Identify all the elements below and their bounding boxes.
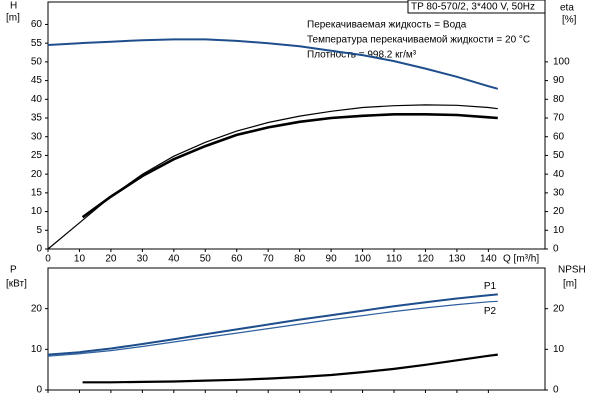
y2-tick-label: 20 — [553, 303, 565, 314]
y-tick-label: 30 — [31, 131, 43, 142]
y2-tick-label: 0 — [553, 385, 559, 396]
x-tick-label: 30 — [137, 254, 149, 265]
y2-tick-label: 80 — [553, 94, 565, 105]
y-tick-label: 25 — [31, 150, 43, 161]
y-tick-label: 45 — [31, 75, 43, 86]
x-tick-label: 70 — [263, 254, 275, 265]
y-tick-label: 0 — [36, 244, 42, 255]
y-axis-label: H — [10, 1, 17, 12]
y2-tick-label: 10 — [553, 225, 565, 236]
y2-tick-label: 90 — [553, 75, 565, 86]
x-tick-label: 0 — [45, 254, 51, 265]
x-tick-label: 100 — [354, 254, 371, 265]
y2-tick-label: 50 — [553, 150, 565, 161]
x-tick-label: 110 — [386, 254, 402, 265]
y-tick-label: 20 — [31, 169, 43, 180]
y2-axis-unit: [%] — [562, 15, 577, 26]
x-tick-label: 20 — [105, 254, 117, 265]
curve-label: P2 — [484, 306, 497, 317]
y-tick-label: 35 — [31, 113, 43, 124]
x-tick-label: 40 — [168, 254, 180, 265]
curve-label: P1 — [484, 281, 497, 292]
x-tick-label: 60 — [231, 254, 243, 265]
y2-tick-label: 0 — [553, 244, 559, 255]
info-box — [407, 0, 546, 14]
x-tick-label: 80 — [294, 254, 306, 265]
y2-axis-label: eta — [560, 3, 574, 14]
y2-tick-label: 40 — [553, 169, 565, 180]
curve — [47, 300, 498, 357]
y-tick-label: 50 — [31, 57, 43, 68]
y-axis-unit: [m] — [6, 13, 20, 24]
x-tick-label: 120 — [417, 254, 434, 265]
y-tick-label: 15 — [31, 188, 43, 199]
y2-axis-unit: [m] — [563, 279, 577, 290]
y2-tick-label: 10 — [553, 344, 565, 355]
y2-tick-label: 100 — [553, 57, 570, 68]
y-tick-label: 55 — [31, 38, 43, 49]
y-tick-label: 60 — [31, 19, 43, 30]
x-tick-label: 90 — [326, 254, 338, 265]
y-tick-label: 10 — [31, 206, 43, 217]
y-tick-label: 40 — [31, 94, 43, 105]
y-tick-label: 10 — [31, 344, 43, 355]
y-tick-label: 5 — [36, 225, 42, 236]
plot-frame — [47, 267, 546, 391]
x-axis-label: Q [m³/h] — [503, 254, 539, 265]
y2-tick-label: 30 — [553, 188, 565, 199]
y2-tick-label: 20 — [553, 206, 565, 217]
annotation: Температура перекачиваемой жидкости = 20… — [307, 35, 530, 46]
curve — [47, 38, 499, 90]
y2-axis-label: NPSH — [558, 265, 586, 276]
y-tick-label: 0 — [36, 385, 42, 396]
plot-frame — [47, 1, 546, 250]
x-tick-label: 140 — [480, 254, 497, 265]
curve — [82, 353, 498, 384]
y-tick-label: 20 — [31, 303, 43, 314]
y2-tick-label: 60 — [553, 131, 565, 142]
annotation: Перекачиваемая жидкость = Вода — [307, 20, 467, 31]
info-title: TP 80-570/2, 3*400 V, 50Hz — [411, 2, 535, 13]
y-axis-unit: [кВт] — [6, 279, 27, 290]
x-tick-label: 10 — [74, 254, 86, 265]
x-tick-label: 50 — [200, 254, 212, 265]
curve — [47, 293, 498, 356]
curve — [81, 113, 498, 219]
y-axis-label: P — [10, 265, 17, 276]
x-tick-label: 130 — [449, 254, 466, 265]
y2-tick-label: 70 — [553, 113, 565, 124]
